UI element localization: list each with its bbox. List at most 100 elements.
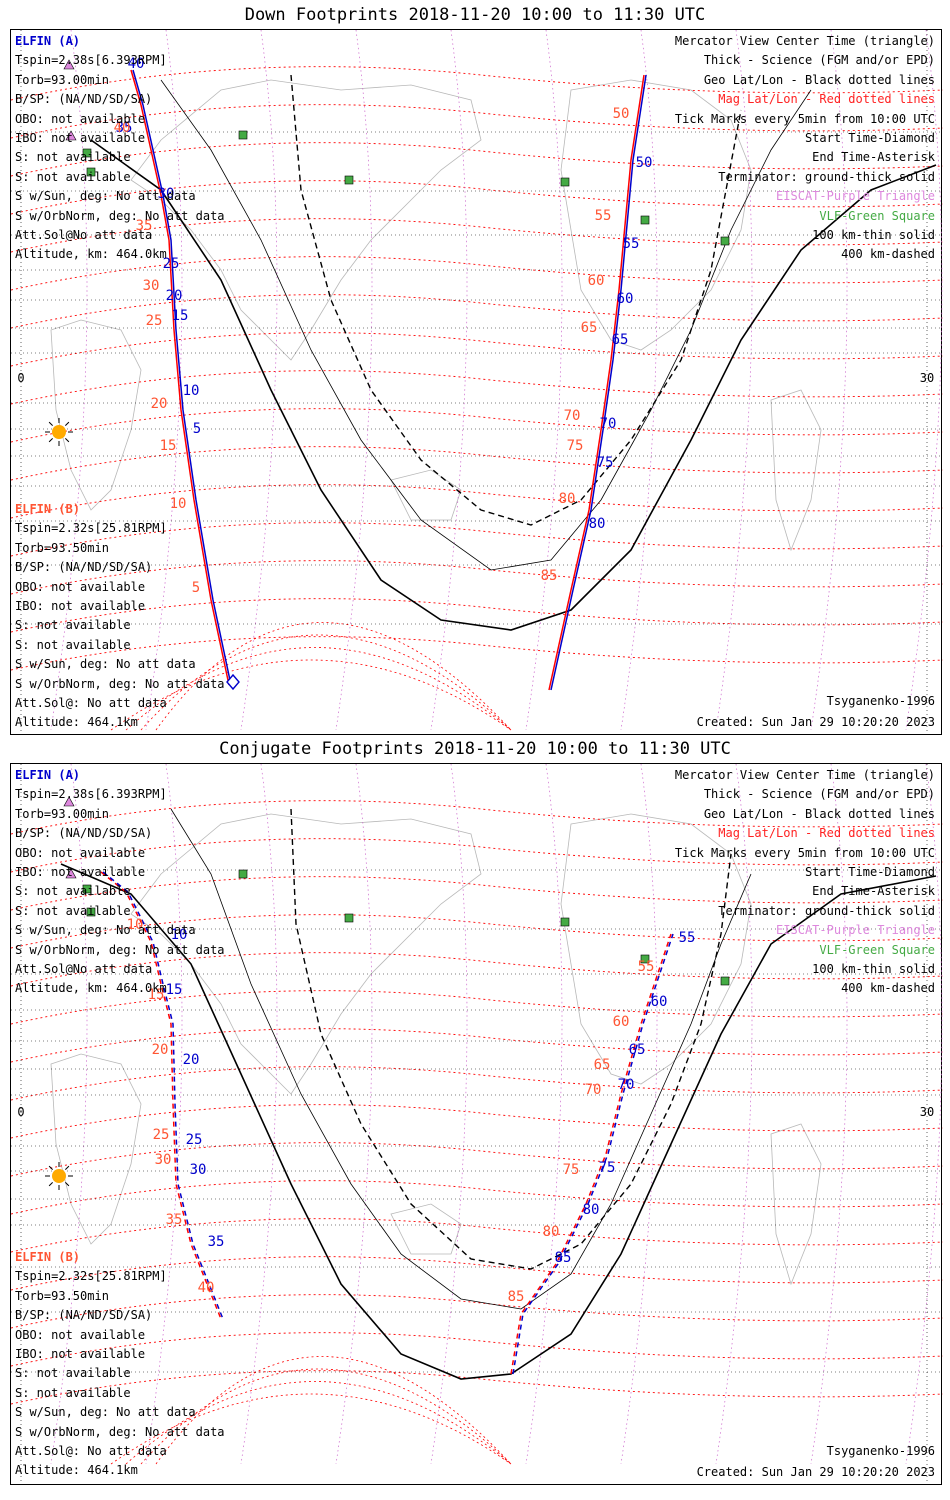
elfin-a-info-line: Att.Sol@No att data xyxy=(15,961,153,976)
elfin-a-info-conjugate: ELFIN (A) Tspin=2.38s[6.393RPM] Torb=93.0… xyxy=(15,766,225,995)
elfin-b-tick-label: 40 xyxy=(114,120,131,136)
mag-lon-line xyxy=(240,30,278,731)
mag-lon-line xyxy=(715,764,753,1465)
eiscat-triangle xyxy=(63,796,75,807)
sun-ray xyxy=(48,1182,53,1187)
map-plot-down: 0306090120150180210240270300330360706050… xyxy=(11,30,943,736)
elfin-a-info-line: S w/Sun, deg: No att data xyxy=(15,189,196,204)
legend-line: Mercator View Center Time (triangle) xyxy=(674,34,935,48)
legend-line: 400 km-dashed xyxy=(841,981,935,996)
elfin-a-tick-label: 80 xyxy=(589,516,606,532)
elfin-a-info-line: Torb=93.00min xyxy=(15,72,109,87)
elfin-a-tick-label: 10 xyxy=(183,383,200,399)
elfin-b-info-line: S w/Sun, deg: No att data xyxy=(15,657,196,672)
model-label: Tsyganenko-1996 xyxy=(826,694,935,708)
legend-line: End Time-Asterisk xyxy=(812,150,935,165)
lon-tick-label: 0 xyxy=(17,1105,24,1119)
elfin-b-tick-label: 60 xyxy=(613,1014,630,1030)
elfin-a-info-line: B/SP: (NA/ND/SD/SA) xyxy=(15,92,153,107)
mag-lat-line xyxy=(11,408,943,443)
elfin-a-header: ELFIN (A) xyxy=(15,34,81,48)
legend-line: Thick - Science (FGM and/or EPD) xyxy=(703,787,935,802)
elfin-b-info-line: B/SP: (NA/ND/SD/SA) xyxy=(15,560,153,575)
vlf-station-square xyxy=(640,954,650,964)
elfin-b-info-line: S w/OrbNorm, deg: No att data xyxy=(15,1424,225,1439)
legend-line: Start Time-Diamond xyxy=(804,130,935,145)
elfin-b-info-line: IBO: not available xyxy=(15,598,146,613)
legend-line: VLF-Green Square xyxy=(819,208,935,223)
mag-lon-line xyxy=(620,764,658,1465)
elfin-a-tick-label: 20 xyxy=(183,1052,200,1068)
elfin-a-tick-label: 15 xyxy=(172,308,189,324)
elfin-a-info-line: Torb=93.00min xyxy=(15,806,109,821)
elfin-b-tick-label: 85 xyxy=(508,1289,525,1305)
elfin-b-tick-label: 35 xyxy=(136,218,153,234)
elfin-a-track xyxy=(132,69,232,686)
vlf-station-square xyxy=(720,976,730,986)
elfin-a-track-2 xyxy=(550,74,647,691)
elfin-a-info-line: OBO: not available xyxy=(15,845,146,860)
elfin-b-tick-label: 15 xyxy=(160,438,177,454)
elfin-a-info-line: Tspin=2.38s[6.393RPM] xyxy=(15,53,167,68)
mag-lat-line xyxy=(125,647,512,731)
eiscat-triangle xyxy=(65,868,77,879)
map-panel-conjugate: 0306090120150180210240270300330360706050… xyxy=(10,763,943,1485)
sun-ray xyxy=(48,438,53,443)
elfin-b-info-line: S: not available xyxy=(15,1366,131,1381)
elfin-a-info-line: S: not available xyxy=(15,169,131,184)
terminator-100km xyxy=(160,79,812,571)
elfin-b-tick-label: 35 xyxy=(166,1212,183,1228)
continent-outline xyxy=(130,79,482,361)
elfin-a-tick-label: 30 xyxy=(190,1162,207,1178)
mag-lon-line xyxy=(905,30,943,731)
legend-line: Mag Lat/Lon - Red dotted lines xyxy=(718,92,935,107)
sun-ray xyxy=(48,421,53,426)
vlf-station-square xyxy=(720,236,730,246)
elfin-a-tick-label: 35 xyxy=(116,120,133,136)
elfin-b-info-line: OBO: not available xyxy=(15,1327,146,1342)
elfin-b-track xyxy=(130,69,230,686)
elfin-a-tick-label: 65 xyxy=(629,1042,646,1058)
elfin-a-tick-label: 75 xyxy=(599,1160,616,1176)
elfin-b-tick-label: 15 xyxy=(148,987,165,1003)
mag-lon-line xyxy=(430,764,468,1465)
legend-line: Tick Marks every 5min from 10:00 UTC xyxy=(674,111,935,126)
vlf-station-square xyxy=(344,175,354,185)
legend-down: Mercator View Center Time (triangle) Thic… xyxy=(675,32,935,265)
elfin-b-tick-label: 10 xyxy=(127,917,144,933)
vlf-station-square xyxy=(560,177,570,187)
continent-outline xyxy=(130,813,482,1095)
elfin-a-tick-label: 60 xyxy=(651,994,668,1010)
legend-line: Geo Lat/Lon - Black dotted lines xyxy=(703,806,935,821)
elfin-b-info-line: OBO: not available xyxy=(15,579,146,594)
legend-line: 100 km-thin solid xyxy=(812,961,935,976)
eiscat-triangle xyxy=(65,130,77,141)
elfin-b-tick-label: 55 xyxy=(638,959,655,975)
elfin-a-tick-label: 40 xyxy=(128,56,145,72)
legend-line: EISCAT-Purple Triangle xyxy=(776,923,935,938)
elfin-b-tick-label: 80 xyxy=(543,1224,560,1240)
elfin-a-tick-label: 10 xyxy=(171,927,188,943)
vlf-station-square xyxy=(86,907,96,917)
mag-lat-line xyxy=(11,1218,943,1253)
legend-line: 100 km-thin solid xyxy=(812,227,935,242)
continent-outline xyxy=(390,469,462,521)
continent-outline xyxy=(770,389,822,552)
mag-lat-line xyxy=(110,659,512,731)
sun-icon xyxy=(52,1169,66,1183)
elfin-b-tick-label: 80 xyxy=(559,491,576,507)
mag-lon-line xyxy=(430,30,468,731)
elfin-a-tick-label: 60 xyxy=(617,291,634,307)
legend-line: VLF-Green Square xyxy=(819,942,935,957)
sun-ray xyxy=(65,1165,70,1170)
sun-icon xyxy=(52,425,66,439)
start-time-diamond xyxy=(226,673,240,691)
elfin-a-info-line: Tspin=2.38s[6.393RPM] xyxy=(15,787,167,802)
continent-outline xyxy=(560,79,752,351)
elfin-b-info-line: S: not available xyxy=(15,618,131,633)
elfin-b-tick-label: 25 xyxy=(153,1127,170,1143)
mag-lat-line xyxy=(155,1356,512,1465)
elfin-a-tick-label: 70 xyxy=(618,1077,635,1093)
elfin-a-track-2 xyxy=(512,933,674,1375)
elfin-b-info-line: Tspin=2.32s[25.81RPM] xyxy=(15,1269,167,1284)
